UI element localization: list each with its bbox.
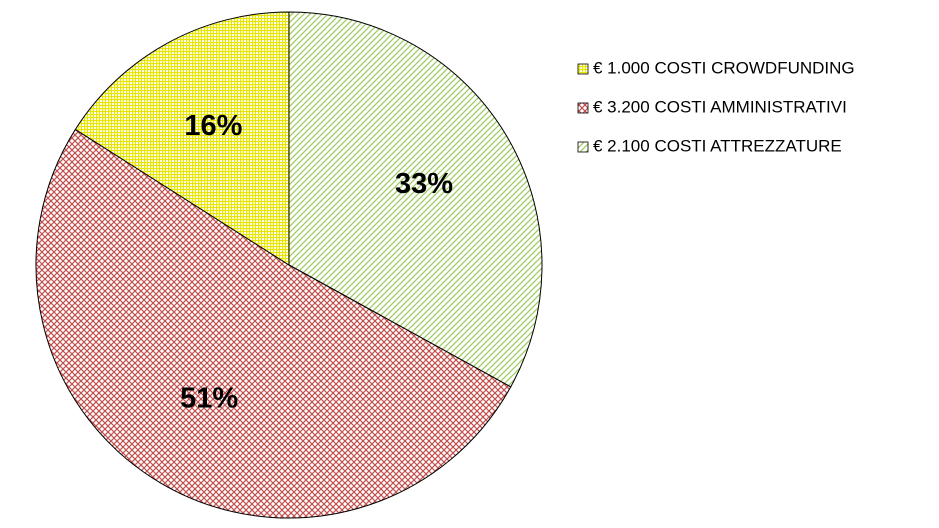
legend-label: € 2.100 COSTI ATTREZZATURE [593,136,842,155]
data-label: 33% [395,168,453,200]
data-label: 51% [180,383,238,415]
pie-slice [35,128,512,519]
legend-label: € 3.200 COSTI AMMINISTRATIVI [593,97,847,116]
legend-swatch [577,141,589,153]
legend-swatch [577,63,589,75]
legend-swatch [577,102,589,114]
data-label: 16% [184,110,242,142]
pie-slice [74,11,290,266]
pie-slice [288,11,543,388]
legend-label: € 1.000 COSTI CROWDFUNDING [593,58,855,77]
